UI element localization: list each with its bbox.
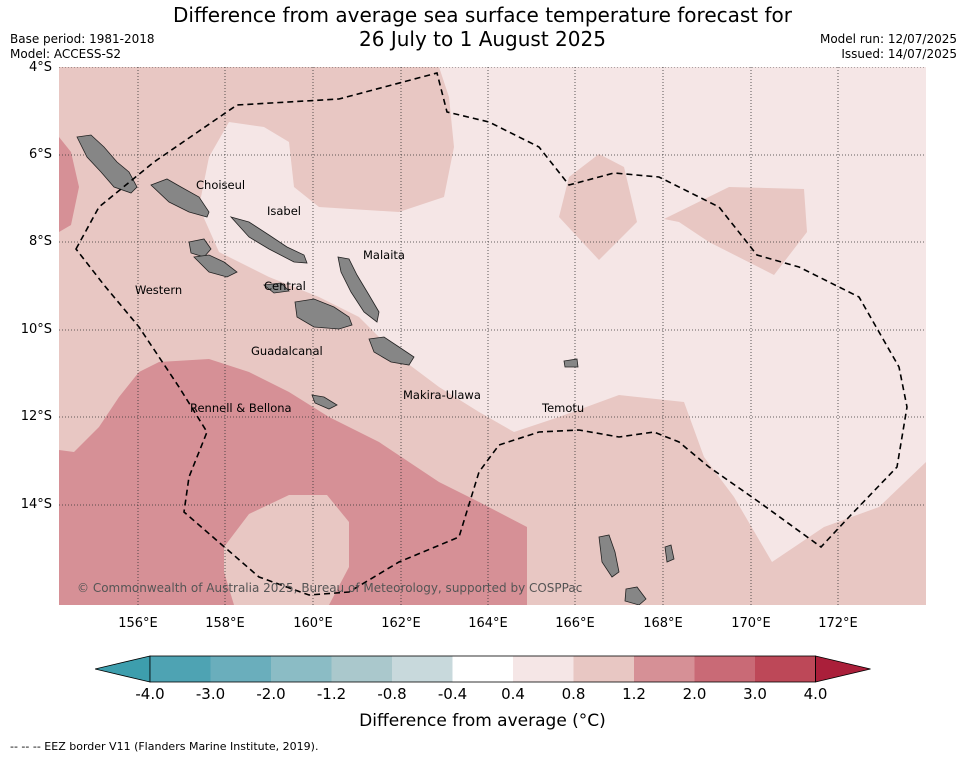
colorbar-tick-label: -0.8 [377, 685, 407, 703]
colorbar-tick-label: 0.8 [561, 685, 586, 703]
label-temotu: Temotu [542, 401, 585, 415]
colorbar-cell [150, 656, 211, 682]
island-florida [263, 282, 290, 294]
colorbar-tick-label: -4.0 [135, 685, 165, 703]
label-central: Central [264, 279, 306, 293]
island-malaita [337, 256, 380, 323]
map-title: Difference from average sea surface temp… [0, 3, 965, 51]
label-guadalcanal: Guadalcanal [251, 344, 323, 358]
lon-label-162e: 162°E [381, 616, 421, 631]
anomaly-zone-1.2-2.0-south [59, 359, 527, 605]
lon-label-158e: 158°E [205, 616, 245, 631]
colorbar-outline [149, 655, 816, 683]
colorbar-cell [452, 656, 513, 682]
colorbar-tick-label: -0.4 [437, 685, 468, 703]
base-period-text: Base period: 1981-2018 [10, 32, 155, 46]
lat-label-8s: 8°S [28, 234, 52, 249]
label-malaita: Malaita [363, 248, 405, 262]
colorbar-title: Difference from average (°C) [359, 711, 606, 731]
colorbar-tick-label: -3.0 [195, 685, 226, 703]
model-run-text: Model run: 12/07/2025 [819, 32, 957, 46]
island-vanuatu-north [598, 534, 620, 578]
colorbar-cell [513, 656, 574, 682]
island-guadalcanal [294, 298, 353, 330]
colorbar-tick-label: 0.4 [501, 685, 525, 703]
colorbar-cell [271, 656, 332, 682]
island-nendo [563, 358, 579, 368]
issued-text: Issued: 14/07/2025 [841, 47, 957, 61]
lon-label-170e: 170°E [731, 616, 771, 631]
lon-label-168e: 168°E [643, 616, 683, 631]
island-new-georgia [193, 254, 238, 278]
lat-label-4s: 4°S [28, 60, 52, 75]
colorbar-tick-label: 4.0 [803, 685, 828, 703]
lon-label-156e: 156°E [118, 616, 158, 631]
copyright-notice: © Commonwealth of Australia 2025, Bureau… [77, 581, 583, 595]
eez-legend-note: -- -- -- EEZ border V11 (Flanders Marine… [10, 740, 319, 753]
colorbar-cell [694, 656, 755, 682]
label-isabel: Isabel [267, 204, 302, 218]
label-makira-ulawa: Makira-Ulawa [403, 388, 481, 402]
sst-anomaly-map [59, 67, 926, 605]
landmasses [76, 134, 675, 605]
meta-left: Base period: 1981-2018 Model: ACCESS-S2 [10, 32, 155, 62]
lon-label-166e: 166°E [555, 616, 595, 631]
lon-label-172e: 172°E [818, 616, 858, 631]
lat-label-6s: 6°S [28, 147, 52, 162]
island-makira [368, 336, 415, 366]
label-rennell-bellona: Rennell & Bellona [190, 401, 292, 415]
anomaly-zone-0.8-1.2-east2 [664, 187, 807, 275]
lon-label-164e: 164°E [468, 616, 508, 631]
lat-label-12s: 12°S [20, 409, 52, 424]
anomaly-zone-0.8-1.2-south-patch [224, 495, 349, 605]
colorbar-cell [634, 656, 695, 682]
island-rennell [311, 394, 338, 410]
colorbar-tick-label: -2.0 [256, 685, 286, 703]
colorbar-cell [755, 656, 816, 682]
island-kolombangara [188, 238, 212, 258]
island-vanuatu-3 [664, 544, 675, 563]
title-line-2: 26 July to 1 August 2025 [359, 27, 606, 51]
colorbar-extend-low [95, 655, 151, 683]
colorbar-cell [210, 656, 271, 682]
island-vella [150, 178, 210, 218]
colorbar-tick-label: 1.2 [622, 685, 646, 703]
colorbar-tick-label: -1.2 [316, 685, 347, 703]
colorbar-cell [573, 656, 634, 682]
colorbar-tick-label: 3.0 [743, 685, 767, 703]
title-line-1: Difference from average sea surface temp… [172, 3, 792, 27]
colorbar-extend-high [815, 655, 871, 683]
meta-right: Model run: 12/07/2025 Issued: 14/07/2025 [820, 32, 957, 62]
colorbar [95, 655, 871, 683]
lat-label-10s: 10°S [20, 322, 52, 337]
island-vanuatu-2 [624, 586, 647, 605]
label-choiseul: Choiseul [196, 178, 246, 192]
label-western: Western [135, 283, 183, 297]
lat-label-14s: 14°S [20, 497, 52, 512]
colorbar-cell [331, 656, 392, 682]
anomaly-zone-0.8-1.2-east1 [559, 154, 637, 260]
colorbar-tick-label: 2.0 [682, 685, 707, 703]
model-text: Model: ACCESS-S2 [10, 47, 122, 61]
colorbar-cell [392, 656, 453, 682]
eez-border [75, 72, 908, 596]
lon-label-160e: 160°E [293, 616, 333, 631]
anomaly-zone-1.2-2.0-west-edge [59, 137, 79, 232]
island-choiseul [76, 134, 138, 194]
island-isabel [229, 216, 308, 264]
